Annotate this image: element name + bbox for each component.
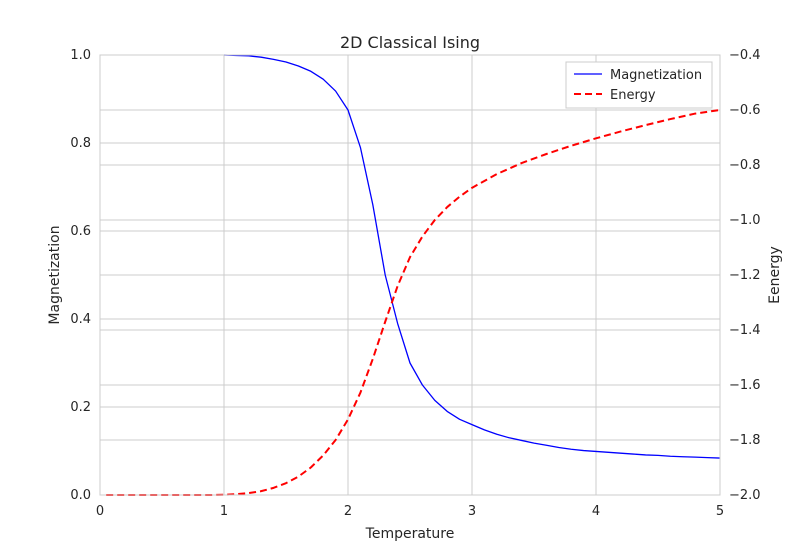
y2-tick-label: −0.6: [729, 103, 761, 118]
y2-tick-label: −1.0: [729, 213, 761, 228]
y2-tick-label: −1.2: [729, 268, 761, 283]
y-tick-label: 0.4: [70, 312, 91, 327]
legend: Magnetization Energy: [565, 61, 713, 109]
series-line-magnetization: [223, 54, 721, 459]
x-tick-label: 3: [468, 504, 476, 519]
series-layer: [106, 54, 721, 496]
y2-axis-label: Eenergy: [767, 246, 783, 304]
series-line-energy: [106, 109, 721, 496]
x-tick-label: 0: [96, 504, 104, 519]
y2-tick-label: −0.8: [729, 158, 761, 173]
y-tick-label: 0.2: [70, 400, 91, 415]
y2-tick-label: −1.8: [729, 433, 761, 448]
y2-tick-label: −1.6: [729, 378, 761, 393]
chart-title: 2D Classical Ising: [340, 33, 480, 52]
x-tick-labels: 0 1 2 3 4 5: [96, 504, 724, 519]
legend-box: [565, 61, 713, 109]
y2-tick-label: −2.0: [729, 488, 761, 503]
plot-frame: [99, 54, 721, 496]
y-tick-label: 0.6: [70, 224, 91, 239]
y-axis-label: Magnetization: [47, 225, 63, 324]
y-tick-labels: 0.0 0.2 0.4 0.6 0.8 1.0: [70, 48, 91, 503]
x-axis-label: Temperature: [365, 526, 455, 542]
legend-label-magnetization: Magnetization: [610, 68, 702, 83]
x-tick-label: 1: [220, 504, 228, 519]
y2-tick-label: −1.4: [729, 323, 761, 338]
y2-tick-labels: −2.0 −1.8 −1.6 −1.4 −1.2 −1.0 −0.8 −0.6 −0.4: [729, 48, 761, 503]
legend-label-energy: Energy: [610, 88, 656, 103]
y-tick-label: 1.0: [70, 48, 91, 63]
x-tick-label: 2: [344, 504, 352, 519]
x-tick-label: 5: [716, 504, 724, 519]
y-tick-label: 0.8: [70, 136, 91, 151]
y-tick-label: 0.0: [70, 488, 91, 503]
y2-tick-label: −0.4: [729, 48, 761, 63]
x-tick-label: 4: [592, 504, 600, 519]
